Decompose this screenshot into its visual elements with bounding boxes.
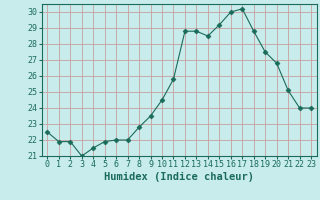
- X-axis label: Humidex (Indice chaleur): Humidex (Indice chaleur): [104, 172, 254, 182]
